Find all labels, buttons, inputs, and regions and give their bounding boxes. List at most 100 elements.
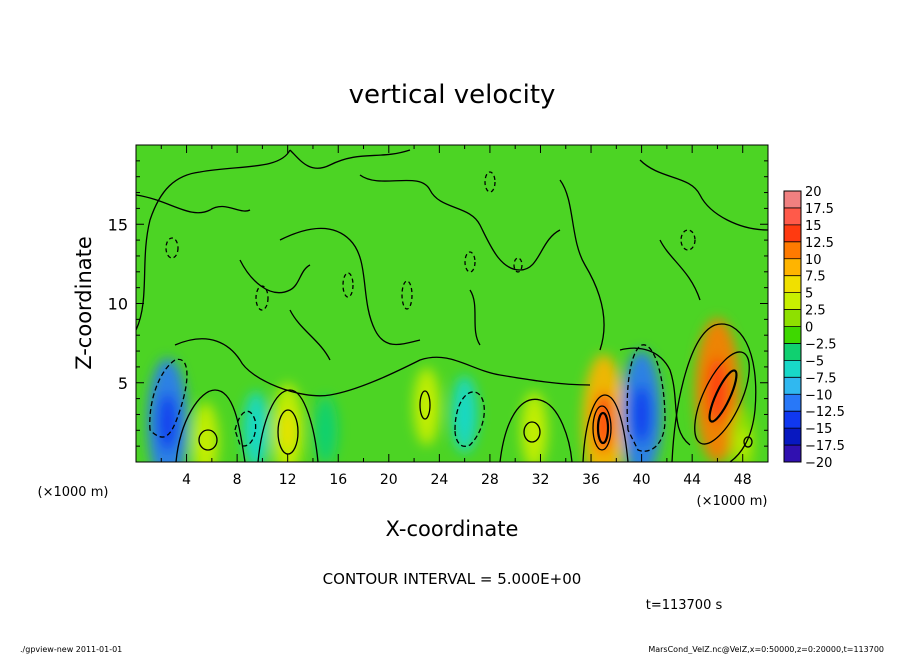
colorbar-label: −5 [805, 354, 824, 369]
contour-line [659, 239, 701, 301]
contour-line [359, 174, 561, 271]
contour-line [165, 237, 179, 259]
contour-line [198, 429, 218, 451]
colorbar-swatch [784, 360, 801, 378]
footer-left: ./gpview-new 2011-01-01 [20, 645, 122, 654]
field-extremum-core [320, 414, 332, 446]
colorbar-swatch [784, 411, 801, 429]
field-extremum-core [737, 427, 749, 459]
colorbar-swatch [784, 292, 801, 311]
field-extremum-core [632, 385, 651, 444]
x-tick-label: 12 [279, 472, 297, 488]
contour-line [499, 398, 573, 462]
contour-line [136, 149, 411, 331]
field-extremum-core [458, 396, 471, 432]
x-tick-label: 4 [182, 472, 191, 488]
contour-line [592, 405, 612, 451]
colorbar-label: −20 [805, 456, 832, 471]
colorbar-swatch [784, 224, 801, 243]
y-tick-label: 10 [108, 295, 128, 314]
contour-line [582, 394, 629, 462]
colorbar-label: −7.5 [805, 371, 837, 386]
contour-line [671, 323, 757, 462]
x-tick-label: 24 [430, 472, 448, 488]
plot-field [136, 145, 768, 462]
contour-line [174, 338, 591, 397]
x-tick-label: 16 [329, 472, 347, 488]
contour-line [694, 351, 750, 445]
footer-right: MarsCond_VelZ.nc@VelZ,x=0:50000,z=0:2000… [648, 645, 884, 654]
colorbar-label: −15 [805, 422, 832, 437]
colorbar-label: 5 [805, 287, 813, 302]
x-tick-label: 28 [481, 472, 499, 488]
x-tick-label: 8 [233, 472, 242, 488]
colorbar-label: 20 [805, 185, 822, 200]
contour-line [469, 289, 481, 346]
colorbar-label: 7.5 [805, 270, 826, 285]
contour-line [464, 251, 476, 273]
x-tick-label: 32 [532, 472, 550, 488]
colorbar-label: 10 [805, 253, 822, 268]
contour-line [619, 347, 691, 446]
x-unit-label: (×1000 m) [697, 494, 768, 509]
x-tick-label: 40 [633, 472, 651, 488]
colorbar: 20 17.5 15 12.5 10 7.5 5 2.5 0−2.5 −5 −7.5 −10 −12.5… [783, 185, 845, 471]
contour-line [639, 159, 768, 231]
field-extremum-core [199, 423, 212, 459]
field-extremum-core [158, 393, 177, 452]
x-tick-label: 20 [380, 472, 398, 488]
contour-line [175, 389, 246, 462]
contour-line [559, 179, 605, 351]
colorbar-swatch [784, 191, 801, 209]
colorbar-swatch [784, 343, 801, 361]
contour-line [484, 171, 496, 193]
y-tick-label: 5 [118, 374, 128, 393]
colorbar-swatch [784, 428, 801, 446]
contour-line [136, 194, 251, 214]
contour-line [279, 227, 421, 346]
contour-line [626, 344, 666, 452]
colorbar-swatch [784, 394, 801, 412]
colorbar-label: 12.5 [805, 236, 834, 251]
colorbar-swatch [784, 241, 801, 260]
colorbar-swatch [784, 258, 801, 277]
colorbar-swatch [784, 445, 801, 463]
contour-line [596, 411, 610, 445]
colorbar-label: −17.5 [805, 439, 845, 454]
x-axis-label: X-coordinate [386, 517, 519, 541]
x-axis: 4 8 12 16 20 24 28 32 36 40 44 48 [160, 145, 752, 488]
x-tick-label: 48 [734, 472, 752, 488]
contour-line [149, 358, 188, 438]
x-tick-label: 36 [582, 472, 600, 488]
contour-line [708, 369, 738, 423]
time-label: t=113700 s [646, 598, 723, 613]
contour-line [454, 391, 485, 447]
contour-line [743, 436, 753, 448]
contour-line [234, 410, 257, 447]
colorbar-label: −10 [805, 388, 832, 403]
y-tick-label: 15 [108, 215, 128, 234]
contour-line [680, 229, 696, 251]
colorbar-swatch [784, 309, 801, 327]
colorbar-label: 2.5 [805, 304, 826, 319]
field-extremum-core [250, 412, 263, 448]
contour-line [513, 257, 523, 273]
colorbar-swatch [784, 275, 801, 294]
y-axis: 5 10 15 [108, 160, 768, 447]
field-extremum-core [528, 412, 541, 448]
contour-line [289, 309, 331, 361]
contour-interval-label: CONTOUR INTERVAL = 5.000E+00 [323, 570, 582, 588]
chart-title: vertical velocity [349, 80, 556, 110]
contour-line [239, 259, 311, 294]
colorbar-swatch [784, 207, 801, 226]
colorbar-label: 17.5 [805, 202, 834, 217]
colorbar-swatch [784, 326, 801, 344]
y-axis-label: Z-coordinate [72, 236, 96, 370]
colorbar-label: 15 [805, 219, 822, 234]
contour-line [257, 389, 319, 462]
colorbar-label: 0 [805, 321, 813, 336]
colorbar-swatch [784, 377, 801, 395]
contour-line [419, 390, 431, 420]
contour-line [342, 272, 354, 298]
